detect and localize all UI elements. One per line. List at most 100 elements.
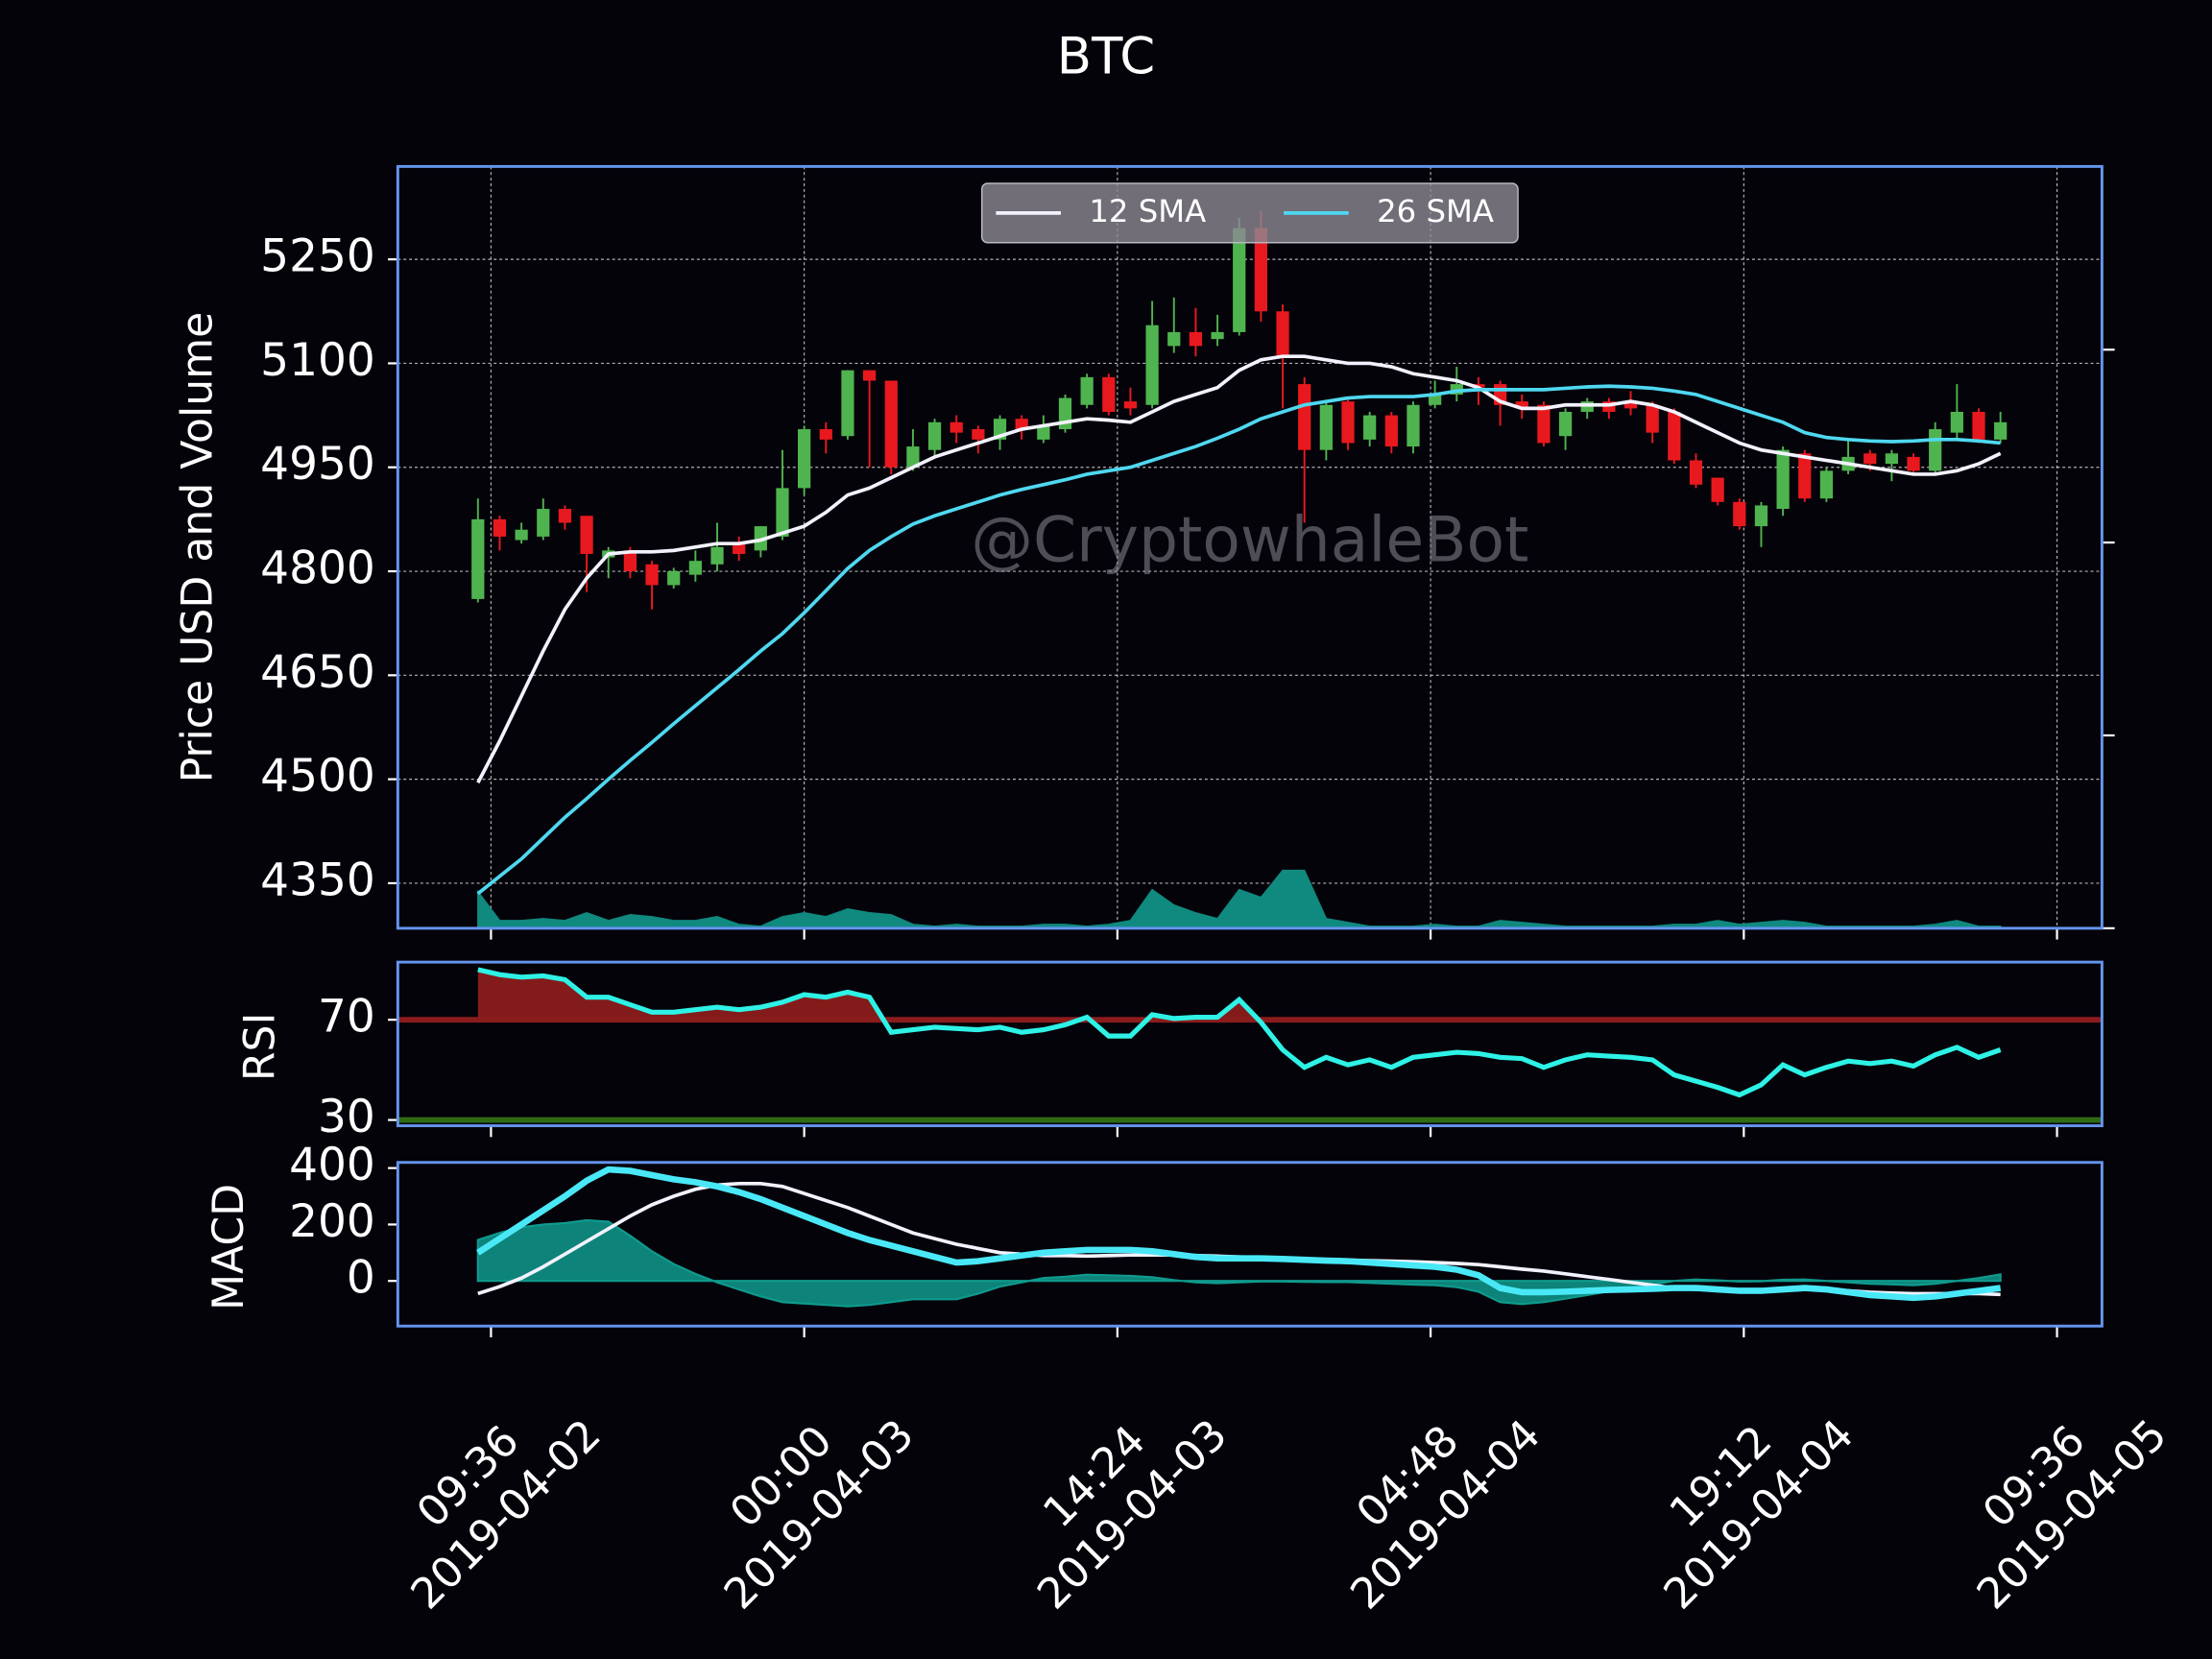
watermark: @CryptowhaleBot [971,505,1528,577]
candle-body [580,516,593,554]
chart-title: BTC [1057,27,1155,85]
candle-body [906,446,920,468]
candle-body [841,370,854,437]
candle-body [1407,404,1420,447]
candle-body [1798,453,1812,499]
x-tick-text: 00:002019-04-03 [677,1373,924,1620]
candle-body [1145,325,1159,405]
x-tick-text: 14:242019-04-03 [990,1373,1237,1620]
candle-body [927,421,942,450]
candle-body [1080,376,1094,405]
candle-body [1298,384,1311,450]
y-tick-label: 5250 [260,230,375,283]
candle-body [537,509,550,537]
x-tick-text: 04:482019-04-04 [1304,1373,1551,1620]
candle-body [623,550,637,572]
y-tick-label: 70 [318,991,375,1044]
candle-body [1537,404,1551,444]
rsi-line [477,967,2002,1098]
candle-body [1319,404,1333,450]
sma-line [476,384,2001,896]
y-tick-label: 5100 [260,334,375,387]
panel-frame [396,960,2104,1128]
candle-body [1254,228,1268,312]
x-tick-label: 04:482019-04-04 [1304,1373,1551,1620]
candle-body [1384,415,1398,447]
candle-body [1950,411,1963,433]
candle-body [1623,401,1638,409]
candle-body [1885,453,1899,465]
candle-body [1558,411,1573,437]
candle-body [1819,470,1834,499]
sma-line [476,354,2002,784]
candle-body [1994,421,2008,440]
y-tick-label: 200 [289,1195,375,1248]
candle-body [1167,331,1181,347]
candle-body [1668,411,1681,461]
candle-body [1972,411,1985,440]
macd-histogram [476,1218,2002,1308]
x-tick-label: 09:362019-04-05 [1930,1373,2176,1620]
candle-body [972,429,985,440]
x-tick-label: 00:002019-04-03 [677,1373,924,1620]
y-tick-label: 4650 [260,646,375,699]
candle-body [798,429,811,489]
x-tick-text: 09:362019-04-05 [1930,1373,2176,1620]
candle-body [1646,404,1659,433]
legend-label: 26 SMA [1377,193,1494,229]
price-axis-label: Price USD and Volume [174,312,223,783]
macd-axis-label: MACD [204,1184,253,1310]
candle-body [710,546,724,565]
x-tick-label: 09:362019-04-02 [364,1373,611,1620]
x-tick-text: 09:362019-04-02 [364,1373,611,1620]
candle-body [1907,456,1920,471]
panel-frame [396,1161,2104,1328]
candle-body [1711,477,1724,502]
rsi-axis-label: RSI [235,1012,284,1081]
candle-body [1102,376,1116,412]
candle-body [1189,331,1203,347]
x-tick-label: 14:242019-04-03 [990,1373,1237,1620]
panel-frame [396,164,2104,930]
x-tick-label: 19:122019-04-04 [1617,1373,1863,1620]
volume-area [477,869,2002,928]
y-tick-label: 4800 [260,542,375,595]
candle-body [884,380,898,468]
candle-body [862,370,877,381]
y-tick-label: 400 [289,1139,375,1191]
candle-body [950,421,963,433]
legend-label: 12 SMA [1089,193,1206,229]
candle-body [733,543,746,554]
candle-body [667,571,681,586]
candle-body [1363,415,1377,440]
candle-body [1123,401,1138,409]
y-tick-label: 4350 [260,854,375,906]
candle-body [1689,460,1703,485]
candle-body [1515,401,1528,409]
candle-body [776,488,789,537]
x-tick-text: 19:122019-04-04 [1617,1373,1863,1620]
legend-box [980,182,1519,244]
y-tick-label: 4500 [260,750,375,803]
candle-body [1863,453,1877,465]
macd-line [476,1166,2002,1302]
candle-body [1015,419,1028,430]
candle-body [645,564,659,586]
candle-body [1733,501,1746,527]
rsi-overbought-fill [477,969,1259,1021]
candle-body [1776,449,1790,510]
candle-body [1929,429,1942,471]
candle-body [819,429,832,440]
candle-body [1341,401,1355,444]
candle-body [471,518,485,599]
candle-body [1211,331,1224,340]
candle-body [1429,394,1442,405]
y-tick-label: 4950 [260,438,375,491]
candle-body [688,561,702,575]
y-tick-label: 30 [318,1091,375,1143]
candle-body [1233,228,1246,332]
candle-body [493,518,507,537]
candle-body [515,529,528,541]
